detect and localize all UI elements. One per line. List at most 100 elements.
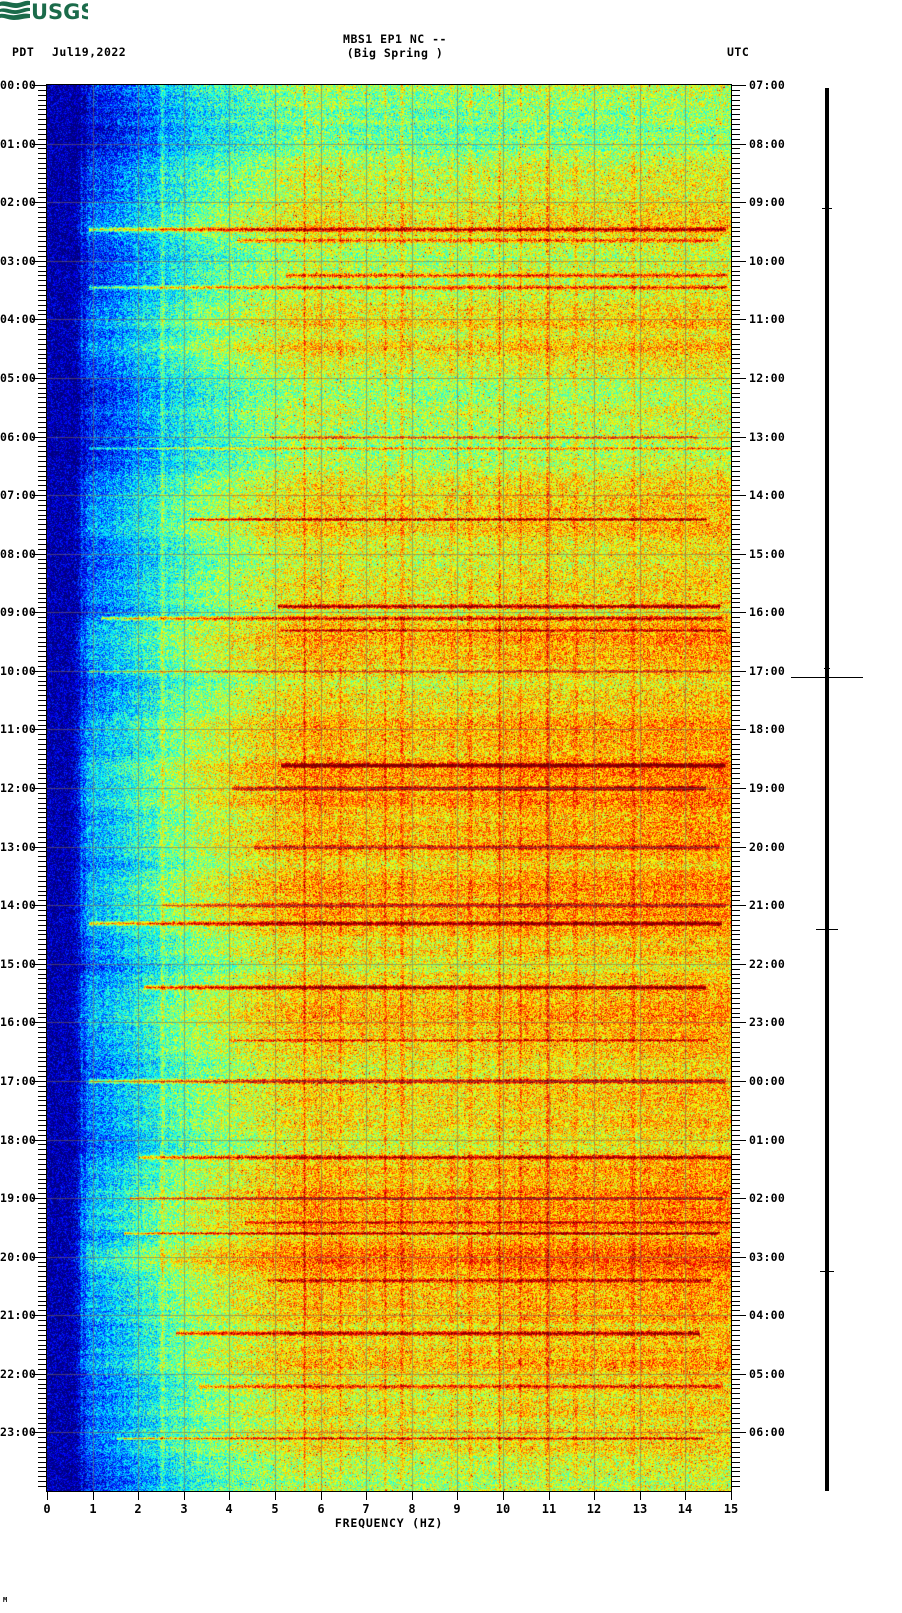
y-tick-right-minor	[732, 178, 740, 179]
y-tick-left-minor	[38, 461, 46, 462]
y-tick-right-minor	[732, 1354, 740, 1355]
y-tick-left-minor	[38, 109, 46, 110]
y-label-left: 20:00	[0, 1250, 37, 1264]
y-label-right: 04:00	[749, 1308, 786, 1322]
y-tick-left-minor	[38, 197, 46, 198]
y-tick-right-minor	[732, 1213, 740, 1214]
y-tick-right-minor	[732, 368, 740, 369]
y-tick-right-major	[732, 847, 746, 848]
y-tick-right-minor	[732, 1032, 740, 1033]
y-tick-left-minor	[38, 446, 46, 447]
y-tick-right-minor	[732, 412, 740, 413]
y-tick-left-minor	[38, 764, 46, 765]
y-tick-right-minor	[732, 1159, 740, 1160]
y-tick-left-minor	[38, 1076, 46, 1077]
y-tick-left-minor	[38, 1310, 46, 1311]
x-tick	[685, 1492, 686, 1500]
y-tick-left-minor	[38, 1042, 46, 1043]
y-tick-right-major	[732, 378, 746, 379]
y-tick-left-major	[32, 847, 46, 848]
y-tick-right-minor	[732, 851, 740, 852]
x-label: 9	[453, 1502, 461, 1516]
y-tick-left-minor	[38, 183, 46, 184]
y-tick-right-minor	[732, 500, 740, 501]
y-tick-left-minor	[38, 588, 46, 589]
y-tick-right-minor	[732, 593, 740, 594]
y-tick-left-minor	[38, 832, 46, 833]
y-tick-left-minor	[38, 1247, 46, 1248]
y-tick-left-minor	[38, 783, 46, 784]
y-tick-left-minor	[38, 1418, 46, 1419]
y-label-left: 07:00	[0, 488, 37, 502]
y-tick-left-minor	[38, 456, 46, 457]
y-tick-left-minor	[38, 241, 46, 242]
y-tick-right-minor	[732, 480, 740, 481]
y-tick-left-minor	[38, 939, 46, 940]
y-label-right: 03:00	[749, 1250, 786, 1264]
y-tick-right-minor	[732, 417, 740, 418]
y-tick-right-minor	[732, 1262, 740, 1263]
y-tick-right-minor	[732, 344, 740, 345]
y-tick-right-major	[732, 1081, 746, 1082]
y-tick-left-minor	[38, 368, 46, 369]
y-tick-right-minor	[732, 642, 740, 643]
y-tick-right-minor	[732, 153, 740, 154]
y-tick-left-minor	[38, 1169, 46, 1170]
y-tick-left-minor	[38, 827, 46, 828]
y-tick-left-minor	[38, 808, 46, 809]
y-tick-left-minor	[38, 1037, 46, 1038]
y-label-left: 12:00	[0, 781, 37, 795]
y-tick-left-minor	[38, 1281, 46, 1282]
y-label-left: 09:00	[0, 605, 37, 619]
y-tick-right-minor	[732, 1061, 740, 1062]
y-tick-left-minor	[38, 539, 46, 540]
y-tick-right-minor	[732, 710, 740, 711]
y-tick-left-major	[32, 612, 46, 613]
y-tick-right-minor	[732, 1057, 740, 1058]
y-tick-left-minor	[38, 1213, 46, 1214]
y-tick-right-minor	[732, 1388, 740, 1389]
y-tick-left-minor	[38, 920, 46, 921]
y-tick-right-minor	[732, 280, 740, 281]
y-tick-right-minor	[732, 1076, 740, 1077]
y-label-left: 08:00	[0, 547, 37, 561]
y-tick-left-minor	[38, 1218, 46, 1219]
y-tick-right-minor	[732, 124, 740, 125]
y-tick-left-minor	[38, 593, 46, 594]
y-tick-left-minor	[38, 744, 46, 745]
y-tick-right-minor	[732, 183, 740, 184]
y-tick-left-major	[32, 1022, 46, 1023]
y-tick-right-minor	[732, 168, 740, 169]
y-tick-left-minor	[38, 153, 46, 154]
y-tick-right-minor	[732, 705, 740, 706]
y-tick-right-minor	[732, 100, 740, 101]
y-tick-right-minor	[732, 1486, 740, 1487]
y-tick-left-minor	[38, 1423, 46, 1424]
y-tick-left-minor	[38, 422, 46, 423]
y-tick-left-minor	[38, 529, 46, 530]
corner-mark: M	[3, 1596, 8, 1604]
y-tick-left-minor	[38, 1447, 46, 1448]
y-label-right: 19:00	[749, 781, 786, 795]
y-tick-right-minor	[732, 1462, 740, 1463]
y-tick-right-minor	[732, 212, 740, 213]
y-tick-right-minor	[732, 1423, 740, 1424]
y-tick-left-minor	[38, 1252, 46, 1253]
y-tick-right-minor	[732, 1335, 740, 1336]
y-tick-left-minor	[38, 798, 46, 799]
y-tick-right-major	[732, 1374, 746, 1375]
y-tick-right-minor	[732, 1164, 740, 1165]
y-tick-left-major	[32, 905, 46, 906]
y-tick-left-minor	[38, 1340, 46, 1341]
y-tick-right-minor	[732, 700, 740, 701]
y-tick-right-minor	[732, 583, 740, 584]
y-tick-right-minor	[732, 1169, 740, 1170]
y-tick-right-minor	[732, 632, 740, 633]
x-tick	[275, 1492, 276, 1500]
y-tick-left-minor	[38, 1174, 46, 1175]
y-tick-right-minor	[732, 1330, 740, 1331]
y-tick-left-minor	[38, 739, 46, 740]
y-tick-left-minor	[38, 1471, 46, 1472]
y-tick-left-minor	[38, 373, 46, 374]
y-tick-right-major	[732, 319, 746, 320]
